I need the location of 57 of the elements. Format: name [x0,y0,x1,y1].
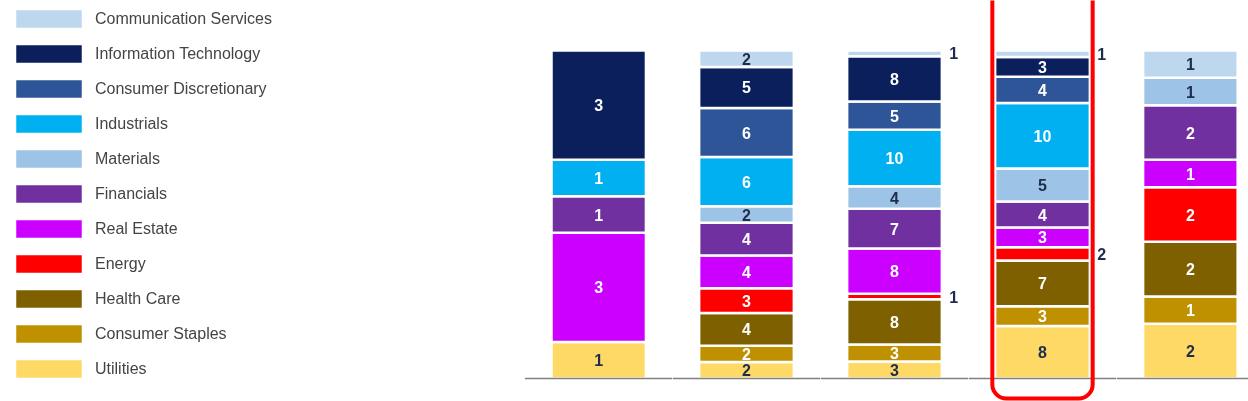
data-label: 8 [890,263,900,281]
data-label: 2 [1185,124,1195,142]
data-label: 5 [890,107,900,125]
data-label: 4 [742,321,752,339]
data-label: 7 [890,220,900,238]
data-label: 1 [1097,45,1107,63]
data-label: 10 [1033,127,1052,145]
legend-label: Materials [95,149,160,168]
legend-label: Energy [95,254,146,273]
data-label: 8 [890,313,900,331]
data-label: 3 [1038,308,1048,326]
data-label: 1 [594,170,604,188]
data-label: 4 [1038,206,1048,224]
data-label: 7 [1038,275,1048,293]
data-label: 3 [1038,58,1048,76]
data-label: 6 [742,173,752,191]
data-label: 2 [742,50,752,68]
data-label: 2 [1185,206,1195,224]
data-label: 4 [890,189,900,207]
data-label: 1 [1185,165,1195,183]
data-label: 2 [742,206,752,224]
data-label: 2 [1185,343,1195,361]
data-label: 3 [1038,229,1048,247]
data-label: 1 [594,352,604,370]
data-label: 3 [594,97,604,115]
data-label: 3 [594,279,604,297]
legend-label: Consumer Discretionary [95,79,267,98]
legend-label: Utilities [95,359,147,378]
data-label: 2 [742,362,752,380]
data-label: 10 [885,149,904,167]
legend-label: Communication Services [95,9,272,28]
data-label: 1 [1185,83,1195,101]
data-label: 2 [1185,261,1195,279]
data-label: 1 [949,288,959,306]
data-label: 4 [742,231,752,249]
legend-label: Information Technology [95,44,261,63]
data-label: 5 [1038,176,1048,194]
data-label: 8 [1038,344,1048,362]
legend-label: Real Estate [95,219,178,238]
legend-label: Consumer Staples [95,324,227,343]
data-label: 3 [742,292,752,310]
data-label: 2 [1097,245,1107,263]
data-label: 3 [890,362,900,380]
data-label: 1 [594,206,604,224]
data-label: 5 [742,79,752,97]
legend-label: Health Care [95,289,181,308]
data-label: 4 [742,263,752,281]
data-label: 6 [742,124,752,142]
data-label: 2 [742,345,752,363]
data-label: 8 [890,70,900,88]
data-label: 4 [1038,81,1048,99]
data-label: 1 [1185,302,1195,320]
data-label: 1 [1185,56,1195,74]
data-label: 3 [890,345,900,363]
data-label: 1 [949,45,959,63]
legend-label: Financials [95,184,168,203]
legend-label: Industrials [95,114,168,133]
